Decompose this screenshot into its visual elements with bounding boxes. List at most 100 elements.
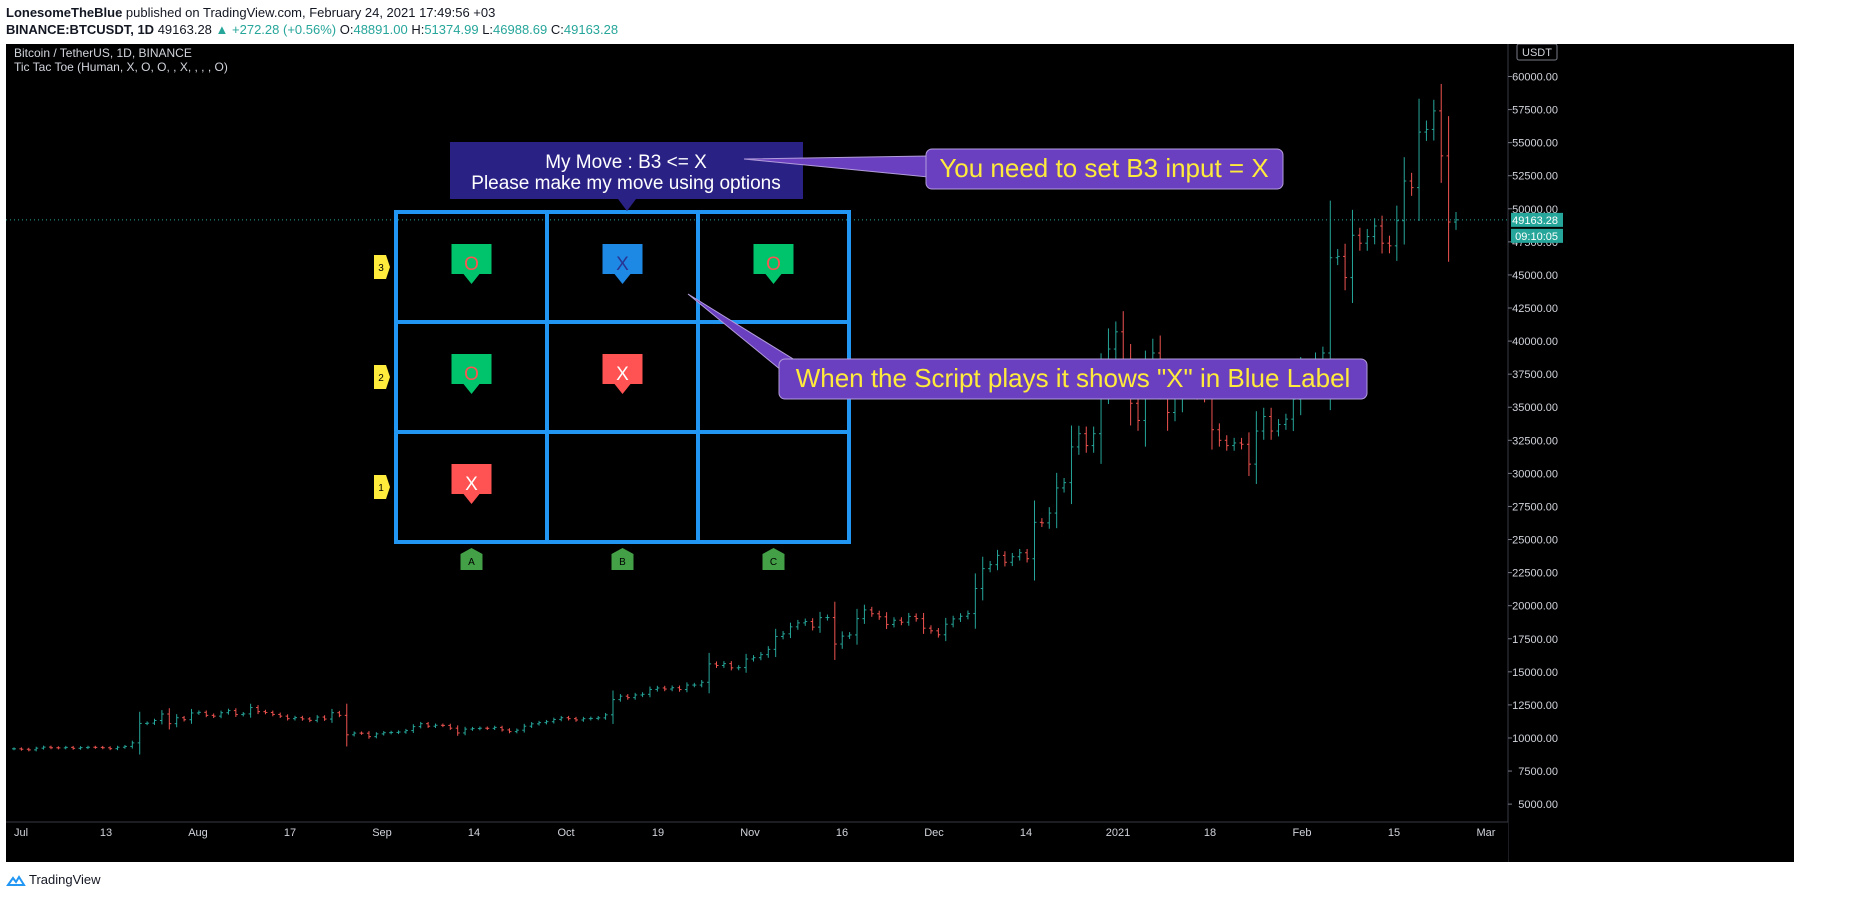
cell-label-bg: [753, 244, 794, 284]
candle: [574, 716, 579, 722]
candle: [869, 606, 874, 617]
col-label-text: B: [619, 557, 626, 568]
candle: [581, 716, 586, 722]
candle: [825, 614, 830, 621]
candle: [736, 665, 741, 671]
time-tick-label: Aug: [188, 827, 208, 839]
candle: [500, 725, 505, 732]
candle: [647, 686, 652, 698]
candle: [729, 661, 734, 671]
chart-title[interactable]: Bitcoin / TetherUS, 1D, BINANCE: [14, 46, 192, 60]
cell-label-bg: [602, 354, 643, 394]
candle: [928, 625, 933, 634]
candle: [1380, 215, 1385, 254]
candle: [411, 724, 416, 733]
row-label-bg: [374, 475, 390, 499]
cell-label: X: [451, 464, 492, 504]
candle: [855, 608, 860, 645]
candle: [610, 690, 615, 724]
candle: [418, 721, 423, 729]
candle: [270, 710, 275, 717]
candle: [773, 628, 778, 658]
countdown-box: [1511, 228, 1563, 243]
move-line-1: My Move : B3 <= X: [545, 152, 707, 173]
candle: [492, 725, 497, 731]
candle: [433, 723, 438, 728]
time-axis-bg: [6, 822, 1508, 862]
candle: [1261, 407, 1266, 440]
price-tick-label: 60000.00: [1512, 71, 1558, 83]
candle: [278, 712, 283, 718]
high-label: H:: [411, 22, 425, 37]
candle: [1039, 518, 1044, 528]
candle: [1054, 472, 1059, 529]
candle: [1446, 116, 1451, 262]
candle: [529, 722, 534, 728]
cell-label-bg: [602, 244, 643, 284]
candle: [359, 731, 364, 735]
time-tick-label: 14: [468, 827, 480, 839]
candle: [167, 708, 172, 730]
candle: [137, 711, 142, 755]
author-name[interactable]: LonesomeTheBlue: [6, 5, 123, 20]
candle: [196, 710, 201, 715]
candle: [322, 715, 327, 721]
row-label-text: 2: [378, 373, 384, 384]
candle: [130, 740, 135, 749]
candle: [588, 716, 593, 721]
candle: [670, 685, 675, 692]
col-label: A: [460, 548, 483, 570]
col-label-bg: [460, 548, 483, 570]
candle: [544, 719, 549, 725]
price-axis: 60000.00 57500.00 55000.00 52500.00 50000.00…: [1507, 44, 1794, 862]
candle: [810, 618, 815, 631]
candle: [640, 692, 645, 698]
time-tick-label: 13: [100, 827, 112, 839]
candle: [1357, 227, 1362, 251]
candle: [744, 653, 749, 673]
candle: [263, 709, 268, 715]
candle: [781, 631, 786, 640]
price-tick-label: 27500.00: [1512, 501, 1558, 513]
candle: [100, 745, 105, 750]
candle: [788, 622, 793, 639]
chart-pane[interactable]: 60000.00 57500.00 55000.00 52500.00 50000.00…: [6, 44, 1794, 862]
candle: [551, 717, 556, 724]
time-tick-label: 19: [652, 827, 664, 839]
cell-label-text: X: [616, 254, 629, 275]
candle: [751, 655, 756, 662]
currency-label: USDT: [1516, 44, 1558, 61]
col-label-text: C: [770, 557, 777, 568]
price-tick-label: 50000.00: [1512, 204, 1558, 216]
candle: [1365, 228, 1370, 251]
candle: [85, 745, 90, 750]
price-axis-bg: [1508, 44, 1794, 862]
candle: [559, 715, 564, 722]
published-text: published on TradingView.com, February 2…: [122, 5, 496, 20]
last-price: 49163.28: [157, 22, 212, 37]
candle: [426, 721, 431, 728]
candle: [1350, 209, 1355, 303]
candle: [818, 611, 823, 633]
time-tick-label: Nov: [740, 827, 760, 839]
cell-label: O: [753, 244, 794, 284]
candle: [1254, 411, 1259, 484]
candle: [625, 694, 630, 700]
candle: [26, 747, 31, 752]
candle: [1417, 98, 1422, 221]
candle: [48, 745, 53, 750]
close-label: C:: [550, 22, 564, 37]
candle: [485, 726, 490, 731]
time-tick-label: 18: [1204, 827, 1216, 839]
indicator-legend[interactable]: Tic Tac Toe (Human, X, O, O, , X, , , , …: [14, 60, 228, 74]
price-tick-label: 37500.00: [1512, 369, 1558, 381]
publish-info: LonesomeTheBlue published on TradingView…: [6, 5, 495, 20]
candle: [1402, 157, 1407, 245]
candle: [440, 723, 445, 728]
candle: [1047, 507, 1052, 529]
tradingview-logo[interactable]: TradingView: [6, 872, 101, 887]
cell-label-text: O: [766, 254, 781, 275]
price-chart[interactable]: 60000.00 57500.00 55000.00 52500.00 50000.00…: [6, 44, 1794, 862]
candle: [63, 745, 68, 750]
candle: [115, 745, 120, 751]
